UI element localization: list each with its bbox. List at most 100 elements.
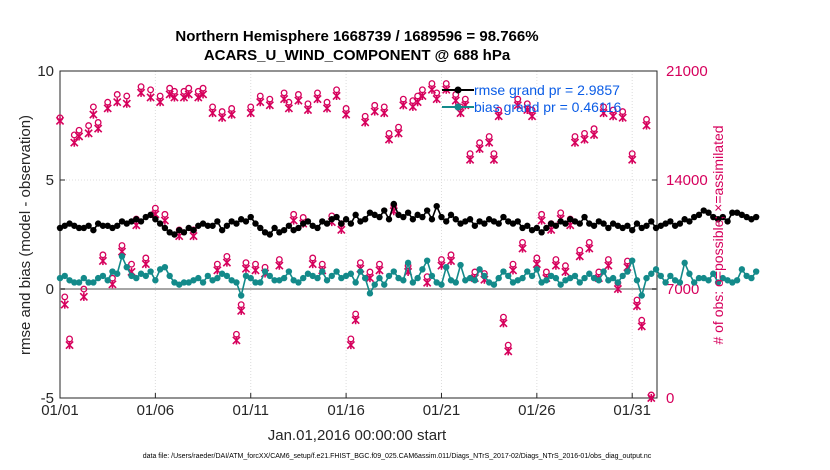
rmse-point [466, 216, 474, 223]
obs-assimilated-point [217, 113, 227, 122]
obs-possible-point [142, 254, 150, 262]
obs-series [55, 80, 656, 403]
bias-point [280, 274, 288, 282]
obs-assimilated-point [284, 104, 294, 113]
obs-assimilated-point [618, 113, 627, 122]
obs-assimilated-point [608, 111, 618, 121]
rmse-point [247, 213, 254, 221]
x-tick-label: 01/11 [233, 402, 269, 419]
legend: rmse grand pr = 2.9857 bias grand pr = 0… [442, 82, 621, 115]
bias-point [371, 281, 378, 288]
rmse-point [309, 222, 316, 229]
obs-possible-point [137, 83, 145, 91]
rmse-point [218, 226, 226, 234]
x-tick-label: 01/16 [327, 402, 365, 419]
obs-possible-point [442, 80, 450, 88]
rmse-point [242, 218, 250, 225]
obs-possible-point [85, 122, 93, 130]
rmse-point [557, 218, 564, 225]
rmse-point [495, 220, 502, 227]
obs-assimilated-point [289, 216, 298, 225]
bias-point [314, 274, 321, 282]
bias-point [266, 272, 274, 280]
rmse-point [338, 220, 345, 227]
rmse-point [214, 218, 221, 225]
legend-bias-label: bias grand pr = 0.46116 [474, 99, 621, 115]
obs-possible-point [314, 89, 321, 97]
obs-assimilated-point [518, 244, 527, 253]
x-tick-label: 01/06 [137, 402, 175, 419]
bias-point [381, 281, 388, 288]
rmse-point [352, 211, 359, 219]
obs-possible-point [585, 238, 593, 246]
obs-possible-point [290, 210, 298, 218]
obs-possible-point [376, 260, 383, 268]
obs-assimilated-point [279, 94, 289, 104]
bias-point [128, 272, 135, 280]
rmse-point [233, 220, 240, 227]
obs-assimilated-point [237, 306, 246, 315]
obs-assimilated-point [89, 110, 98, 119]
rmse-point [261, 229, 269, 236]
bias-point [166, 272, 173, 280]
obs-assimilated-point [341, 110, 351, 119]
bias-point [485, 279, 493, 286]
obs-assimilated-point [451, 96, 460, 105]
obs-assimilated-point [465, 155, 475, 164]
rmse-point [481, 220, 488, 227]
obs-possible-point [347, 335, 355, 343]
rmse-point [204, 222, 212, 229]
bias-point [400, 277, 407, 284]
bias-point [538, 279, 545, 286]
bias-point [404, 259, 412, 267]
bias-point [109, 268, 116, 275]
obs-possible-point [128, 260, 135, 268]
rmse-point [671, 222, 679, 229]
obs-possible-point [75, 126, 83, 134]
obs-possible-point [576, 246, 584, 254]
rmse-point [428, 216, 436, 223]
rmse-point [99, 222, 107, 229]
y-right-tick-label: 14000 [666, 172, 708, 189]
obs-possible-point [232, 330, 240, 338]
rmse-point [319, 218, 326, 225]
rmse-point [128, 218, 135, 225]
bias-point [524, 268, 531, 275]
bias-point [581, 274, 588, 282]
bias-point [290, 277, 297, 284]
rmse-point [237, 216, 245, 223]
rmse-point [605, 224, 612, 232]
obs-assimilated-point [346, 340, 356, 350]
rmse-point [61, 222, 68, 229]
bias-point [733, 277, 741, 284]
bias-point [652, 266, 660, 273]
bias-point [123, 264, 130, 271]
obs-possible-point [590, 125, 598, 133]
y-tick-label: -5 [41, 390, 54, 407]
bias-point [719, 274, 727, 282]
obs-assimilated-point [60, 300, 69, 309]
bias-point [423, 257, 431, 264]
obs-possible-point [294, 91, 302, 98]
obs-assimilated-point [499, 319, 508, 328]
bias-point [333, 268, 340, 275]
rmse-point [690, 213, 698, 221]
obs-assimilated-point [375, 266, 384, 275]
obs-assimilated-point [537, 216, 546, 225]
data-file-footnote: data file: /Users/raeder/DAI/ATM_forcXX/… [143, 453, 652, 460]
bias-point [214, 274, 221, 282]
rmse-point [166, 229, 173, 236]
obs-possible-point [113, 91, 121, 98]
rmse-point [185, 224, 192, 232]
obs-assimilated-point [489, 155, 499, 164]
bias-point [366, 290, 374, 297]
bias-point [252, 279, 259, 286]
obs-assimilated-point [146, 93, 155, 102]
obs-assimilated-point [365, 273, 375, 283]
rmse-point [567, 216, 574, 223]
line-series [56, 200, 760, 299]
obs-possible-point [123, 92, 131, 100]
rmse-point [438, 213, 445, 221]
bias-point [614, 279, 622, 286]
obs-assimilated-point [475, 144, 484, 154]
